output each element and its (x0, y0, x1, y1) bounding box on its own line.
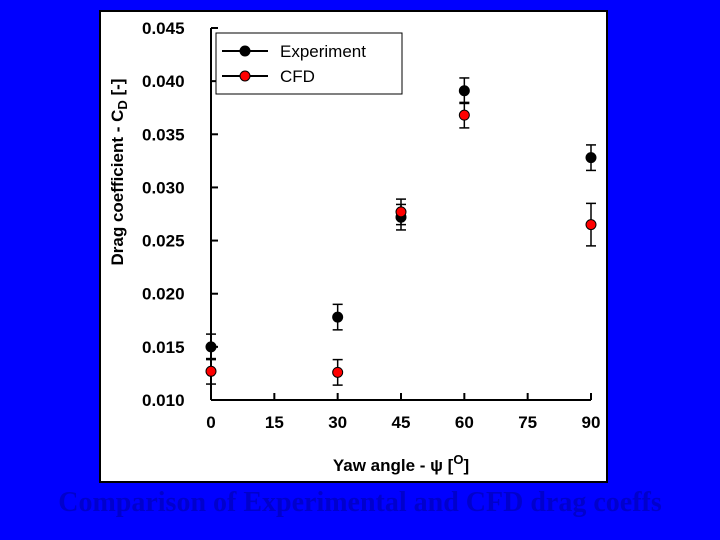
y-tick-label: 0.040 (142, 72, 185, 91)
x-axis-title: Yaw angle - ψ [O] (333, 452, 469, 475)
data-point-experiment (585, 152, 597, 164)
drag-coefficient-chart: 0.010 0.015 0.020 0.025 0.030 0.035 0.040 0.045… (108, 19, 600, 475)
y-tick-label: 0.035 (142, 125, 185, 144)
x-tick-label: 75 (518, 413, 537, 432)
error-bars (206, 77, 596, 386)
chart-panel: 0.010 0.015 0.020 0.025 0.030 0.035 0.040 0.045… (99, 10, 608, 483)
data-point-experiment (458, 85, 470, 97)
legend-marker-cfd (239, 70, 251, 82)
x-tick-label: 60 (455, 413, 474, 432)
legend-label-experiment: Experiment (280, 42, 366, 61)
x-tick-label: 90 (582, 413, 601, 432)
y-tick-label: 0.025 (142, 232, 185, 251)
x-tick-label: 15 (265, 413, 284, 432)
legend-box (215, 32, 403, 95)
y-axis-title: Drag coefficient - CD [-] (108, 79, 130, 266)
data-point-cfd (205, 365, 217, 377)
x-tick-label: 0 (206, 413, 215, 432)
data-point-cfd (585, 219, 597, 231)
data-point-cfd (395, 206, 407, 218)
legend: Experiment CFD (215, 32, 403, 95)
data-point-experiment (205, 341, 217, 353)
x-tick-label: 45 (392, 413, 411, 432)
slide-caption: Comparison of Experimental and CFD drag … (58, 487, 662, 518)
y-tick-label: 0.045 (142, 19, 185, 38)
x-tick-label: 30 (328, 413, 347, 432)
data-points (205, 85, 597, 378)
data-point-cfd (458, 109, 470, 121)
y-tick-label: 0.020 (142, 285, 185, 304)
legend-marker-experiment (239, 45, 251, 57)
data-point-cfd (332, 366, 344, 378)
data-point-experiment (332, 311, 344, 323)
y-tick-label: 0.010 (142, 391, 185, 410)
y-tick-label: 0.015 (142, 338, 185, 357)
legend-label-cfd: CFD (280, 67, 315, 86)
axis-ticks: 0.010 0.015 0.020 0.025 0.030 0.035 0.040 0.045… (142, 19, 600, 432)
y-tick-label: 0.030 (142, 178, 185, 197)
